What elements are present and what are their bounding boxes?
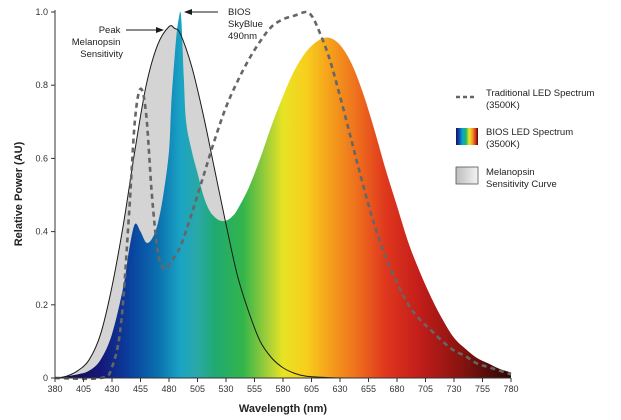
legend: Traditional LED Spectrum (3500K) BIOS LE… bbox=[455, 88, 597, 190]
svg-text:Peak Melanopsin Se: Peak Melanopsin Sensitivity bbox=[72, 25, 123, 60]
annotation-peak-arrowhead bbox=[156, 27, 164, 33]
legend-gray-swatch bbox=[455, 166, 479, 185]
x-tick-label: 755 bbox=[475, 384, 490, 394]
annotation-peak-line-1: Peak bbox=[99, 25, 121, 36]
y-tick-label: 0.8 bbox=[35, 80, 48, 90]
x-tick-label: 530 bbox=[218, 384, 233, 394]
legend-item-melanopsin: Melanopsin Sensitivity Curve bbox=[455, 166, 557, 190]
annotation-peak-line-3: Sensitivity bbox=[80, 49, 123, 60]
y-tick-label: 1.0 bbox=[35, 7, 48, 17]
y-axis-title: Relative Power (AU) bbox=[13, 141, 25, 246]
y-tick-label: 0.6 bbox=[35, 153, 48, 163]
x-tick-label: 455 bbox=[133, 384, 148, 394]
y-tick-label: 0.4 bbox=[35, 227, 48, 237]
x-tick-label: 605 bbox=[304, 384, 319, 394]
annotation-bios-skyblue: BIOS SkyBlue 490nm bbox=[184, 7, 266, 42]
legend-item-bios-led: BIOS LED Spectrum (3500K) bbox=[456, 127, 576, 150]
x-tick-label: 655 bbox=[361, 384, 376, 394]
legend-traditional-label-2: (3500K) bbox=[486, 100, 520, 111]
x-ticks: 380 405 430 455 480 505 530 555 580 605 630 655 680 7… bbox=[47, 378, 519, 394]
annotation-peak-melanopsin: Peak Melanopsin Sensitivity bbox=[72, 25, 164, 60]
x-tick-label: 505 bbox=[190, 384, 205, 394]
annotation-bios-line-1: BIOS bbox=[228, 7, 251, 18]
traditional-led-spectrum-line bbox=[54, 10, 512, 381]
x-tick-label: 580 bbox=[275, 384, 290, 394]
x-tick-label: 680 bbox=[389, 384, 404, 394]
legend-bios-label-1: BIOS LED Spectrum bbox=[486, 127, 573, 138]
legend-traditional-label-1: Traditional LED Spectrum bbox=[486, 88, 595, 99]
legend-melanopsin-label-2: Sensitivity Curve bbox=[486, 179, 557, 190]
annotation-bios-arrowhead bbox=[184, 9, 192, 15]
y-ticks: 0 0.2 0.4 0.6 0.8 1.0 bbox=[35, 7, 55, 383]
annotation-bios-line-2: SkyBlue bbox=[228, 19, 263, 30]
annotation-bios-line-3: 490nm bbox=[228, 31, 257, 42]
x-axis-title: Wavelength (nm) bbox=[239, 403, 328, 415]
svg-text:BIOS SkyBlue 490nm: BIOS SkyBlue 490nm bbox=[228, 7, 266, 42]
x-tick-label: 555 bbox=[247, 384, 262, 394]
y-tick-label: 0 bbox=[43, 373, 48, 383]
svg-text:Melanopsin Sensitivity: Melanopsin Sensitivity Curve bbox=[486, 167, 557, 190]
plot-area bbox=[54, 10, 512, 381]
x-tick-label: 705 bbox=[418, 384, 433, 394]
x-tick-label: 430 bbox=[104, 384, 119, 394]
x-tick-label: 730 bbox=[446, 384, 461, 394]
x-tick-label: 380 bbox=[47, 384, 62, 394]
x-tick-label: 780 bbox=[503, 384, 518, 394]
x-tick-label: 405 bbox=[76, 384, 91, 394]
x-tick-label: 630 bbox=[332, 384, 347, 394]
legend-melanopsin-label-1: Melanopsin bbox=[486, 167, 535, 178]
bios-led-spectrum-area bbox=[55, 11, 511, 378]
annotation-peak-line-2: Melanopsin bbox=[72, 37, 121, 48]
y-tick-label: 0.2 bbox=[35, 300, 48, 310]
legend-item-traditional-led: Traditional LED Spectrum (3500K) bbox=[456, 88, 597, 111]
legend-spectrum-swatch bbox=[456, 128, 478, 145]
x-tick-label: 480 bbox=[161, 384, 176, 394]
svg-text:Traditional LED Spectrum: Traditional LED Spectrum (3500K) bbox=[486, 88, 597, 111]
axes: 0 0.2 0.4 0.6 0.8 1.0 380 405 430 455 480 505 530 55… bbox=[35, 7, 518, 394]
svg-text:BIOS LED Spectrum (350: BIOS LED Spectrum (3500K) bbox=[486, 127, 576, 150]
legend-bios-label-2: (3500K) bbox=[486, 139, 520, 150]
